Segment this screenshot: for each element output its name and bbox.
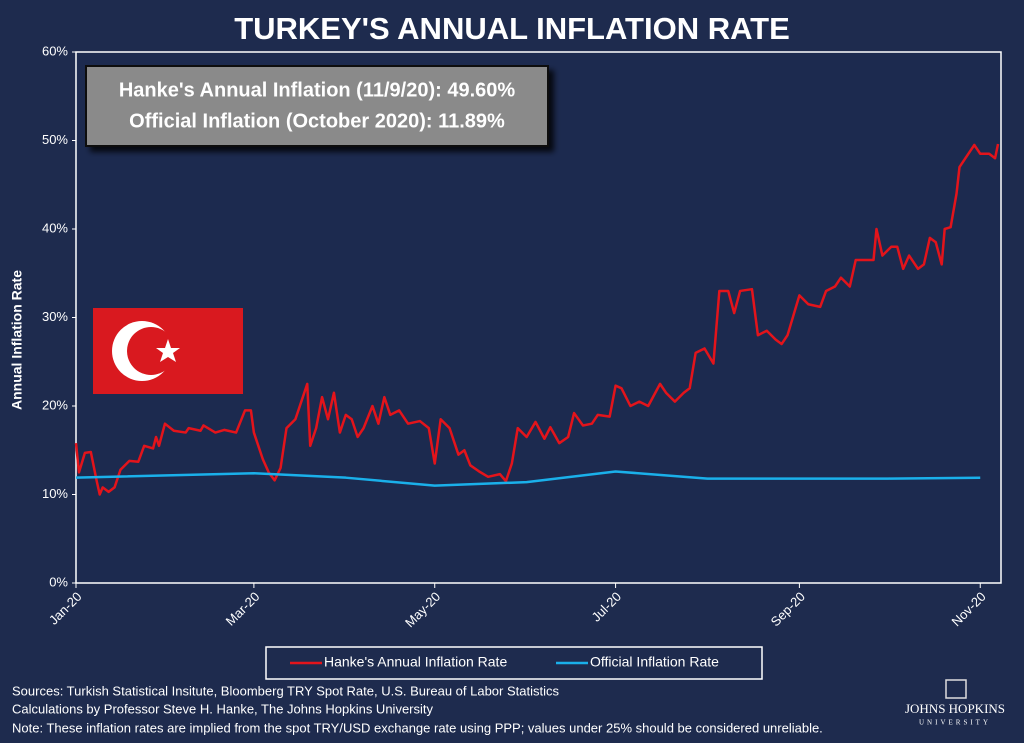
note: Note: These inflation rates are implied … — [12, 720, 823, 735]
note: Calculations by Professor Steve H. Hanke… — [12, 701, 434, 716]
logo-text: JOHNS HOPKINS — [905, 701, 1005, 716]
y-tick-label: 40% — [42, 220, 68, 235]
star — [156, 339, 180, 362]
y-tick-label: 20% — [42, 397, 68, 412]
y-tick-label: 0% — [49, 574, 68, 589]
crescent-inner — [127, 327, 175, 375]
y-tick-label: 50% — [42, 132, 68, 147]
legend-label: Hanke's Annual Inflation Rate — [324, 654, 507, 670]
logo-shield — [945, 679, 967, 699]
annotation: Official Inflation (October 2020): 11.89… — [129, 110, 505, 132]
y-tick-label: 10% — [42, 486, 68, 501]
series-line — [75, 470, 981, 487]
y-tick-label: 60% — [42, 43, 68, 58]
chart-title: TURKEY'S ANNUAL INFLATION RATE — [234, 11, 790, 46]
logo-text: UNIVERSITY — [919, 719, 991, 727]
flag — [93, 308, 243, 394]
y-tick-label: 30% — [42, 309, 68, 324]
y-axis-label: Annual Inflation Rate — [9, 270, 25, 410]
note: Sources: Turkish Statistical Insitute, B… — [12, 683, 559, 698]
series-line — [74, 143, 1000, 496]
legend-label: Official Inflation Rate — [590, 654, 719, 670]
annotation: Hanke's Annual Inflation (11/9/20): 49.6… — [119, 79, 516, 101]
legend-box — [265, 646, 763, 680]
annotation-box — [85, 65, 549, 147]
